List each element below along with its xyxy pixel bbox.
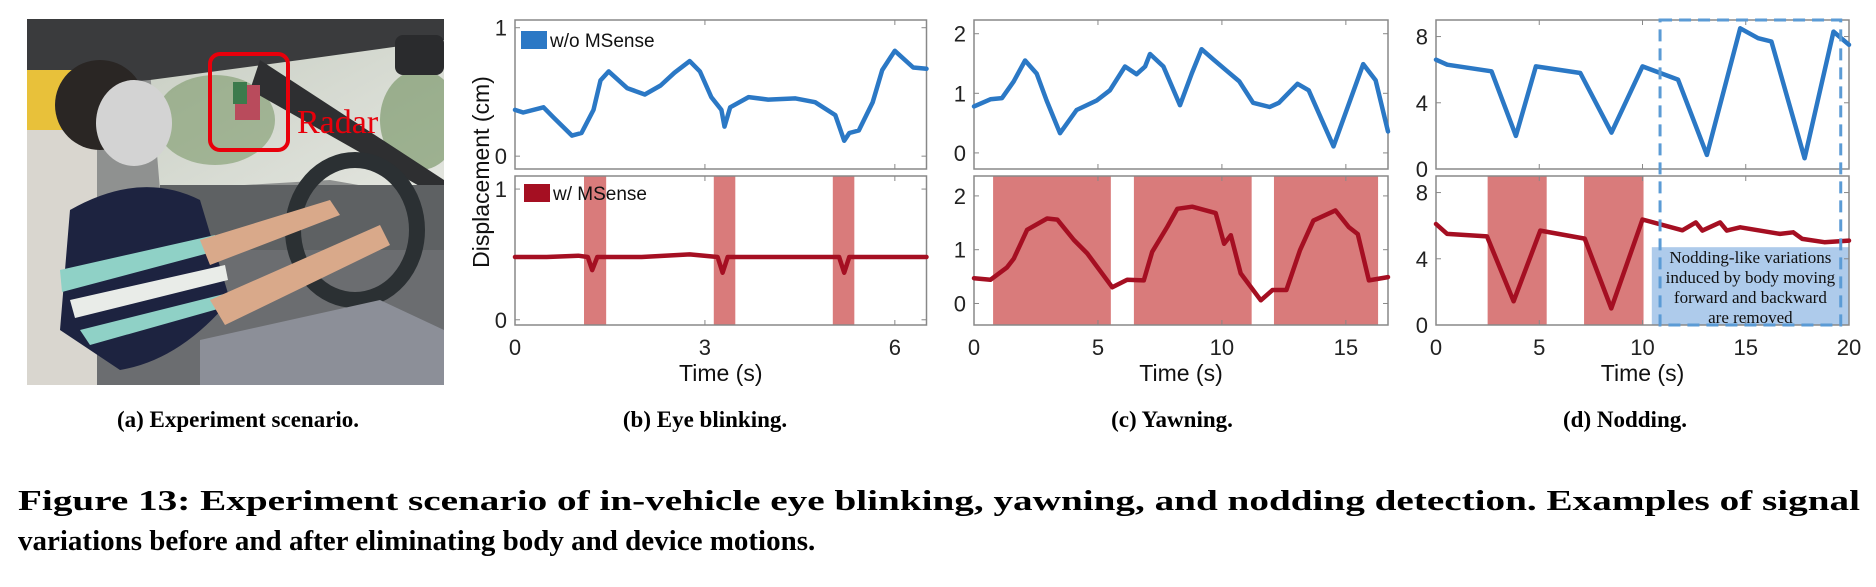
x-tick-label: 20 [1837,335,1861,360]
y-tick-label: 8 [1416,25,1428,50]
y-axis-label: Displacement (cm) [468,76,494,268]
axes-box [514,19,928,170]
x-tick-label: 5 [1533,335,1545,360]
legend-swatch-without [521,31,547,49]
detected-event-band [1487,176,1547,325]
annotation-box [1651,247,1849,325]
annotation-text-line: induced by body moving [1666,268,1836,287]
annotation-text-line: are removed [1708,308,1793,327]
y-tick-label: 4 [1416,247,1428,272]
y-tick-label: 0 [495,308,507,333]
series-line-with-msense [512,252,929,275]
x-tick-label: 15 [1734,335,1758,360]
x-tick-label: 0 [968,335,980,360]
panel-c-without: 0 1 2 [954,19,1391,170]
figure-caption-line-1: Figure 13: Experiment scenario of in-veh… [18,485,1860,517]
y-tick-label: 2 [954,184,966,209]
series-line-without-msense [1433,26,1852,161]
detected-event-band [993,176,1111,325]
chart-c: 0 1 2 0 1 2 0 5 10 15 Time (s) [954,19,1391,386]
y-tick-label: 0 [1416,157,1428,182]
panel-b-with: 01 [495,175,929,333]
axes-box [973,175,1389,326]
series-line-without-msense [971,46,1391,149]
annotation-text-line: forward and backward [1674,288,1827,307]
y-tick-label: 1 [495,177,507,202]
x-tick-label: 0 [1430,335,1442,360]
axes-box [973,19,1389,170]
x-tick-label: 0 [509,335,521,360]
y-tick-label: 0 [495,144,507,169]
series-line-with-msense [971,204,1391,303]
y-tick-label: 0 [954,141,966,166]
subcaption-d: (d) Nodding. [1563,407,1687,432]
experiment-photo [27,19,444,385]
x-axis-label: Time (s) [1139,360,1222,386]
annotation-text-line: Nodding-like variations [1669,248,1831,267]
y-tick-label: 1 [954,238,966,263]
detected-event-band [713,176,736,325]
radar-label: Radar [297,104,379,141]
panel-b-without: 01 [495,16,929,170]
legend-label-with: w/ MSense [552,184,647,205]
x-tick-label: 6 [889,335,901,360]
x-axis-label: Time (s) [679,360,762,386]
series-line-without-msense [512,48,929,143]
panel-d-without: 0 4 8 [1416,19,1852,182]
y-tick-label: 1 [954,81,966,106]
series-line-with-msense [1433,217,1852,311]
subcaption-b: (b) Eye blinking. [623,407,787,432]
axes-box [514,175,928,326]
y-tick-label: 2 [954,22,966,47]
y-tick-label: 4 [1416,91,1428,116]
face-blur-circle [96,80,172,166]
panel-c-with: 0 1 2 [954,175,1391,326]
subcaption-a: (a) Experiment scenario. [117,407,359,432]
y-tick-label: 8 [1416,181,1428,206]
figure-caption-line-2: variations before and after eliminating … [18,525,815,557]
y-tick-label: 0 [954,291,966,316]
radar-highlight-box [208,52,290,152]
x-tick-label: 5 [1092,335,1104,360]
legend-label-without: w/o MSense [549,31,655,52]
x-tick-label: 10 [1630,335,1654,360]
subcaption-c: (c) Yawning. [1111,407,1233,432]
detected-event-band [832,176,855,325]
x-tick-label: 10 [1210,335,1234,360]
x-tick-label: 15 [1334,335,1358,360]
detected-event-band [584,176,607,325]
x-tick-label: 3 [699,335,711,360]
y-tick-label: 0 [1416,313,1428,338]
body-motion-dashed-region [1658,18,1843,327]
y-tick-label: 1 [495,16,507,41]
x-axis-label: Time (s) [1601,360,1684,386]
legend-swatch-with [524,184,550,202]
